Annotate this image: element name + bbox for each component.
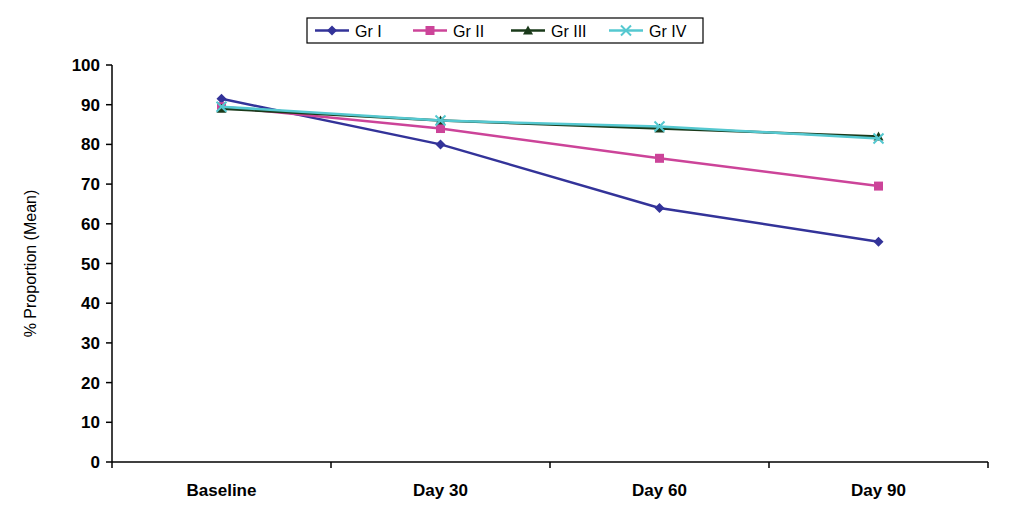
legend-box xyxy=(307,18,703,43)
y-tick xyxy=(106,302,112,304)
y-tick xyxy=(106,342,112,344)
series-marker xyxy=(436,124,445,133)
y-tick-label: 20 xyxy=(81,374,100,393)
x-tick-label: Day 90 xyxy=(851,481,906,500)
chart: 0 10 20 30 40 50 60 70 80 90 100 Baseline Day 30 Day … xyxy=(0,0,1010,514)
y-tick-label: 80 xyxy=(81,135,100,154)
y-tick xyxy=(106,144,112,146)
y-tick xyxy=(106,382,112,384)
legend-label: Gr II xyxy=(453,23,484,40)
y-tick-label: 70 xyxy=(81,175,100,194)
y-tick xyxy=(106,422,112,424)
series-line xyxy=(222,107,879,186)
series-line xyxy=(222,107,879,139)
x-tick-label: Day 30 xyxy=(413,481,468,500)
plot-area xyxy=(217,94,884,247)
series-marker xyxy=(436,116,446,126)
series-marker xyxy=(874,182,883,191)
series-marker xyxy=(655,203,665,213)
y-tick-label: 60 xyxy=(81,215,100,234)
legend-label: Gr IV xyxy=(649,23,687,40)
y-tick xyxy=(106,263,112,265)
y-tick xyxy=(106,64,112,66)
y-tick-label: 40 xyxy=(81,294,100,313)
chart-container: 0 10 20 30 40 50 60 70 80 90 100 Baseline Day 30 Day … xyxy=(0,0,1010,514)
legend-marker xyxy=(621,26,631,36)
y-tick-label: 100 xyxy=(72,56,100,75)
x-tick-label: Day 60 xyxy=(632,481,687,500)
x-tick xyxy=(111,462,113,468)
x-tick xyxy=(330,462,332,468)
y-tick-label: 10 xyxy=(81,413,100,432)
legend-marker xyxy=(523,26,533,35)
y-tick xyxy=(106,223,112,225)
y-tick-label: 50 xyxy=(81,255,100,274)
series-marker xyxy=(874,237,884,247)
y-tick-label: 0 xyxy=(91,453,100,472)
x-tick xyxy=(549,462,551,468)
legend-label: Gr III xyxy=(551,23,587,40)
series-marker xyxy=(436,139,446,149)
series-marker xyxy=(217,102,227,112)
series-marker xyxy=(655,154,664,163)
x-tick xyxy=(987,462,989,468)
series-marker xyxy=(655,122,665,132)
legend-marker xyxy=(426,26,435,35)
y-tick xyxy=(106,104,112,106)
y-tick xyxy=(106,461,112,463)
y-tick-label: 30 xyxy=(81,334,100,353)
y-tick xyxy=(106,183,112,185)
legend: Gr I Gr II Gr III Gr IV xyxy=(307,18,703,43)
series-marker xyxy=(874,133,884,143)
x-tick-label: Baseline xyxy=(187,481,257,500)
legend-label: Gr I xyxy=(355,23,382,40)
legend-marker xyxy=(327,26,337,36)
y-tick-label: 90 xyxy=(81,96,100,115)
x-tick xyxy=(768,462,770,468)
series-line xyxy=(222,99,879,242)
y-axis-label: % Proportion (Mean) xyxy=(22,190,39,338)
